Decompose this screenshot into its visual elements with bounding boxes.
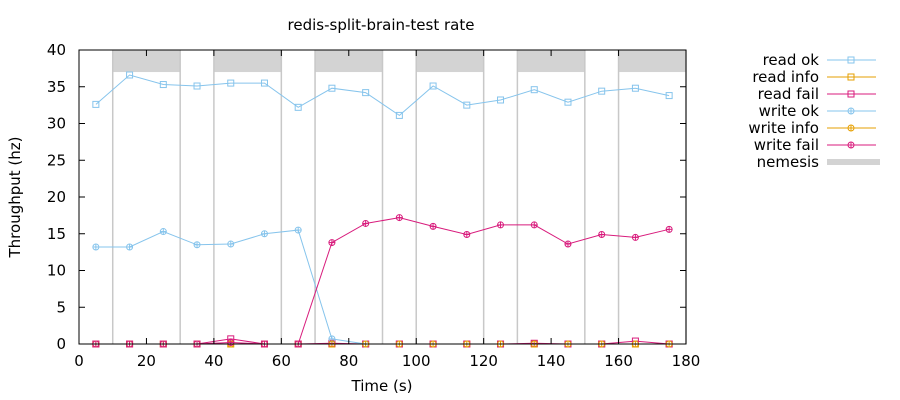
nemesis-band-3 bbox=[315, 50, 383, 73]
point-write-fail-14 bbox=[530, 221, 538, 229]
point-write-fail-9 bbox=[362, 219, 370, 227]
legend-label-nemesis: nemesis bbox=[757, 153, 820, 171]
legend-label-write-info: write info bbox=[748, 119, 819, 137]
y-tick-label-10: 10 bbox=[47, 262, 66, 280]
point-read-ok-16 bbox=[598, 87, 606, 95]
point-write-ok-7 bbox=[294, 226, 302, 234]
y-tick-label-0: 0 bbox=[56, 335, 66, 353]
chart-title: redis-split-brain-test rate bbox=[288, 16, 475, 34]
x-tick-label-20: 20 bbox=[137, 352, 156, 370]
point-write-fail-5 bbox=[227, 339, 235, 347]
legend-marker-write-info bbox=[847, 124, 855, 132]
point-write-ok-1 bbox=[92, 243, 100, 251]
point-read-ok-5 bbox=[227, 79, 235, 87]
point-write-fail-10 bbox=[395, 214, 403, 222]
point-write-fail-13 bbox=[497, 221, 505, 229]
point-write-ok-2 bbox=[126, 243, 134, 251]
ticks-layer: 0 20 40 60 80 100 120 140 160 180 0 5 10 15 20 25 30 35 40 bbox=[47, 41, 700, 370]
nemesis-band-2 bbox=[213, 50, 282, 73]
point-read-ok-13 bbox=[497, 96, 505, 104]
point-write-fail-18 bbox=[665, 225, 673, 233]
legend-label-read-info: read info bbox=[752, 68, 819, 86]
nemesis-band-4 bbox=[416, 50, 484, 73]
x-tick-label-40: 40 bbox=[204, 352, 223, 370]
y-tick-label-30: 30 bbox=[47, 115, 66, 133]
y-axis-label: Throughput (hz) bbox=[6, 137, 24, 259]
y-tick-label-15: 15 bbox=[47, 225, 66, 243]
point-read-ok-17 bbox=[631, 84, 639, 92]
legend-marker-read-ok bbox=[847, 56, 855, 64]
x-tick-label-160: 160 bbox=[604, 352, 633, 370]
y-tick-label-40: 40 bbox=[47, 41, 66, 59]
point-write-fail-8 bbox=[328, 239, 336, 247]
legend-label-read-fail: read fail bbox=[758, 85, 819, 103]
point-read-ok-8 bbox=[328, 84, 336, 92]
x-tick-label-140: 140 bbox=[537, 352, 566, 370]
nemesis-band-6 bbox=[618, 50, 686, 73]
nemesis-band-5 bbox=[517, 50, 585, 73]
point-write-fail-16 bbox=[598, 230, 606, 238]
point-read-ok-9 bbox=[362, 89, 370, 97]
x-tick-label-60: 60 bbox=[272, 352, 291, 370]
point-write-ok-3 bbox=[159, 228, 167, 236]
point-read-ok-1 bbox=[92, 100, 100, 108]
point-read-ok-4 bbox=[193, 82, 201, 90]
x-tick-label-120: 120 bbox=[469, 352, 498, 370]
point-write-ok-4 bbox=[193, 241, 201, 249]
x-tick-label-180: 180 bbox=[672, 352, 701, 370]
legend-label-write-fail: write fail bbox=[754, 136, 819, 154]
point-write-fail-17 bbox=[631, 233, 639, 241]
series-line-read-ok bbox=[95, 74, 670, 117]
x-tick-label-80: 80 bbox=[339, 352, 358, 370]
y-tick-label-5: 5 bbox=[56, 298, 66, 316]
legend-label-read-ok: read ok bbox=[763, 51, 820, 69]
y-tick-label-35: 35 bbox=[47, 78, 66, 96]
point-read-ok-11 bbox=[429, 82, 437, 90]
legend-marker-write-fail bbox=[847, 141, 855, 149]
nemesis-band-1 bbox=[112, 50, 181, 73]
legend-marker-write-ok bbox=[847, 107, 855, 115]
point-read-ok-14 bbox=[530, 86, 538, 94]
point-write-fail-15 bbox=[564, 240, 572, 248]
point-read-ok-7 bbox=[294, 103, 302, 111]
point-read-ok-15 bbox=[564, 98, 572, 106]
point-read-ok-6 bbox=[260, 79, 268, 87]
point-write-fail-11 bbox=[429, 222, 437, 230]
x-axis-label: Time (s) bbox=[351, 377, 413, 395]
y-tick-label-25: 25 bbox=[47, 151, 66, 169]
legend-marker-read-info bbox=[847, 73, 855, 81]
point-read-ok-2 bbox=[126, 71, 134, 79]
point-read-ok-18 bbox=[665, 92, 673, 100]
legend-label-write-ok: write ok bbox=[759, 102, 820, 120]
y-tick-label-20: 20 bbox=[47, 188, 66, 206]
point-read-ok-12 bbox=[463, 101, 471, 109]
point-write-fail-12 bbox=[463, 230, 471, 238]
x-tick-label-0: 0 bbox=[74, 352, 84, 370]
point-read-ok-10 bbox=[395, 111, 403, 119]
legend-marker-read-fail bbox=[847, 90, 855, 98]
x-tick-label-100: 100 bbox=[402, 352, 431, 370]
point-write-ok-5 bbox=[227, 240, 235, 248]
point-write-ok-6 bbox=[260, 230, 268, 238]
point-read-ok-3 bbox=[159, 81, 167, 89]
